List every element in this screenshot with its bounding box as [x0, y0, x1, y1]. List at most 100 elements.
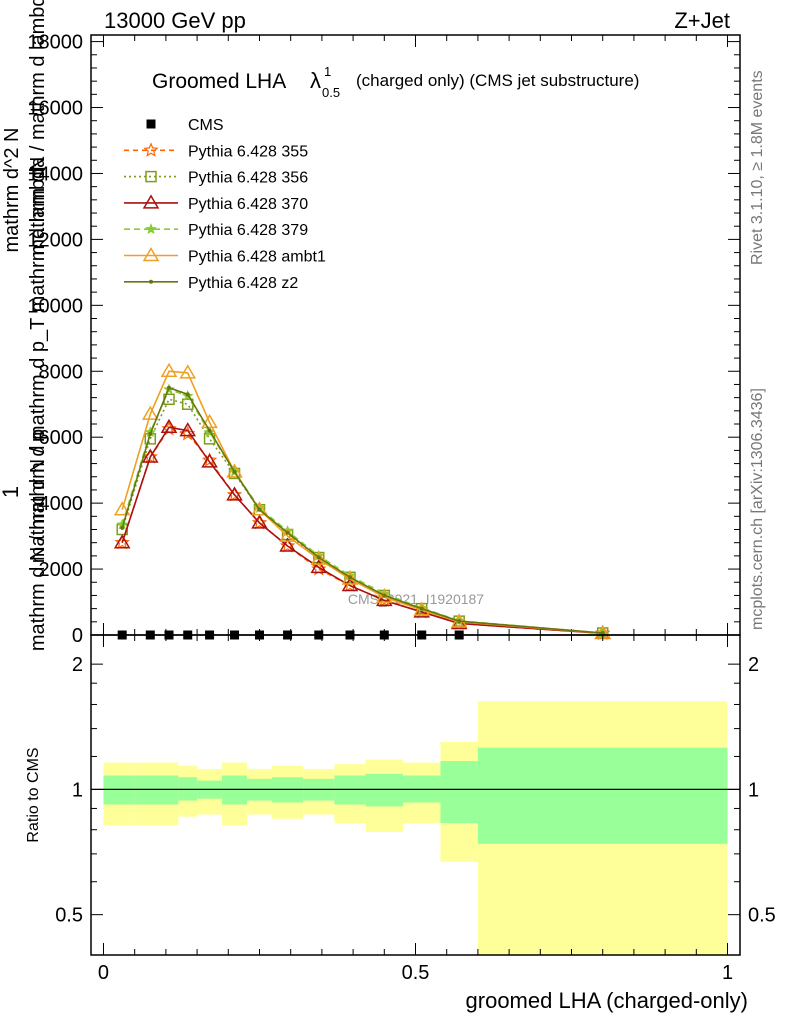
y-tick-label: 6000 [39, 427, 84, 449]
y-tick-label: 10000 [27, 295, 83, 317]
ratio-ticks: 0.5 0.5 1 1 2 2 0 0.5 1 [55, 635, 776, 984]
y-axis-label: 1 mathrm d N / mathrm d p mathrm d N / m… [0, 0, 49, 651]
data-point [310, 550, 328, 565]
legend-label: Pythia 6.428 356 [188, 170, 308, 187]
legend-marker [149, 279, 153, 284]
series-line [121, 426, 603, 635]
y-tick-label: 14000 [27, 163, 83, 185]
legend: CMS Pythia 6.428 355 Pythia 6.428 356 Pythi… [124, 117, 326, 292]
ratio-panel: 0.5 0.5 1 1 2 2 0 0.5 1 Ratio to CMS groomed LHA… [25, 634, 776, 1013]
y-tick-label: 2000 [39, 559, 84, 581]
ratio-y-tick-label: 1 [72, 779, 83, 801]
data-point [457, 619, 462, 624]
data-point [600, 631, 605, 636]
legend-marker [145, 170, 157, 183]
data-point [179, 364, 197, 379]
data-point [160, 418, 178, 434]
data-point [167, 385, 172, 390]
data-point [185, 392, 190, 397]
data-point [251, 514, 268, 529]
legend-label: Pythia 6.428 z2 [188, 275, 298, 292]
data-point [226, 463, 243, 478]
y-tick-label: 0 [72, 625, 83, 647]
y-tick-label: 16000 [27, 98, 83, 120]
data-point [120, 525, 125, 530]
y-tick-label: 18000 [27, 32, 83, 54]
ratio-y-tick-label-right: 1 [748, 779, 759, 801]
y-tick-label: 12000 [27, 229, 83, 251]
legend-marker [142, 194, 160, 209]
legend-marker [142, 247, 160, 262]
y-tick-label: 4000 [39, 493, 84, 515]
data-point [226, 486, 243, 501]
data-point [316, 555, 321, 560]
y-label-line-3: mathrm d N / mathrm d p_T mathrm d lambd… [27, 156, 49, 563]
data-point [347, 575, 352, 580]
data-point [113, 501, 131, 516]
data-point [279, 537, 296, 552]
series-line [121, 370, 603, 634]
data-point [310, 558, 328, 574]
data-point [279, 537, 296, 553]
data-point [207, 428, 212, 433]
title-suffix: (charged only) (CMS jet substructure) [356, 71, 639, 90]
series-line [121, 386, 603, 634]
main-ticks: 0 2000 4000 6000 8000 10000 12000 14000 16000 180… [27, 32, 740, 647]
data-point [141, 405, 159, 420]
legend-label: CMS [188, 117, 224, 134]
data-point [142, 448, 158, 464]
x-tick-label: 1 [722, 962, 733, 984]
ratio-y-tick-label-right: 0.5 [748, 905, 776, 927]
y-label-line-2: mathrm d N / mathrm d p [27, 429, 49, 651]
data-point [375, 591, 393, 607]
data-point [113, 534, 131, 549]
title-subscript: 0.5 [322, 85, 340, 100]
data-point [419, 606, 424, 611]
data-point [382, 593, 387, 598]
main-title: Groomed LHA λ 1 0.5 (charged only) (CMS … [152, 64, 639, 100]
title-prefix: Groomed LHA [152, 70, 286, 93]
title-superscript: 1 [324, 64, 331, 79]
data-point [251, 514, 268, 530]
legend-label: Pythia 6.428 ambt1 [188, 249, 326, 266]
data-point [226, 486, 243, 502]
data-point [413, 601, 431, 616]
inner-band-bin [477, 747, 728, 844]
data-point [179, 422, 197, 437]
ratio-y-tick-label: 0.5 [55, 905, 83, 927]
legend-label: Pythia 6.428 370 [188, 196, 308, 213]
y-label-line-4: mathrm d^2 N [1, 128, 23, 253]
y-tick-label: 8000 [39, 361, 84, 383]
y-label-line-5: mathrm dN / mathrm d lambda [27, 0, 49, 256]
ratio-y-tick-label-right: 2 [748, 654, 759, 676]
mcplots-label: mcplots.cern.ch [arXiv:1306.3436] [749, 388, 766, 630]
data-point [285, 530, 290, 535]
x-axis-label: groomed LHA (charged-only) [466, 988, 748, 1013]
data-point [148, 431, 153, 436]
y-label-line-1: 1 [0, 486, 23, 498]
x-tick-label: 0.5 [402, 962, 430, 984]
data-point [257, 507, 262, 512]
ratio-frame [90, 634, 741, 956]
rivet-label: Rivet 3.1.10, ≥ 1.8M events [749, 70, 766, 265]
legend-label: Pythia 6.428 379 [188, 222, 308, 239]
legend-label: Pythia 6.428 355 [188, 143, 308, 160]
ratio-bands [103, 701, 728, 955]
x-tick-label: 0 [98, 962, 109, 984]
inner-band-bin [365, 773, 404, 807]
ratio-y-label: Ratio to CMS [25, 747, 42, 842]
legend-marker [145, 223, 157, 235]
legend-marker [146, 119, 156, 129]
data-point [201, 453, 218, 468]
process-label: Z+Jet [674, 8, 730, 33]
data-point [232, 469, 237, 474]
data-point [160, 362, 178, 378]
series-6 [120, 385, 605, 636]
inner-band-bin [440, 761, 478, 824]
main-panel: 0 2000 4000 6000 8000 10000 12000 14000 16000 180… [27, 32, 741, 647]
legend-marker [143, 142, 159, 157]
energy-label: 13000 GeV pp [104, 8, 246, 33]
ratio-y-tick-label: 2 [72, 654, 83, 676]
data-point [141, 448, 159, 463]
